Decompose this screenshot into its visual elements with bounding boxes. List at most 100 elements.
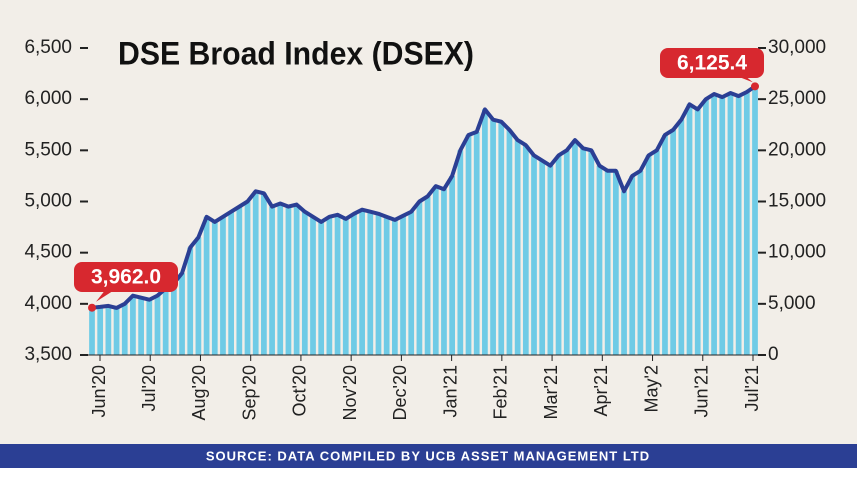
bar bbox=[441, 189, 447, 355]
callout bbox=[96, 289, 116, 302]
bar bbox=[596, 165, 603, 355]
y2-tick-label: 20,000 bbox=[768, 139, 826, 160]
bar bbox=[162, 288, 169, 355]
bar bbox=[203, 216, 210, 355]
bar bbox=[220, 216, 226, 355]
bar bbox=[105, 305, 112, 355]
bar bbox=[694, 109, 701, 356]
bar bbox=[539, 160, 546, 355]
bar bbox=[711, 94, 717, 356]
y2-tick-label: 10,000 bbox=[768, 242, 826, 263]
source-band bbox=[0, 444, 857, 468]
bar bbox=[391, 219, 398, 355]
y2-tick-label: 30,000 bbox=[768, 37, 826, 58]
bar bbox=[277, 203, 284, 355]
y2-tick-label: 25,000 bbox=[768, 88, 826, 109]
bar bbox=[490, 119, 496, 355]
bar bbox=[375, 213, 382, 355]
bar bbox=[285, 206, 292, 355]
bar bbox=[408, 211, 415, 355]
bar bbox=[416, 201, 423, 355]
y2-tick-label: 15,000 bbox=[768, 191, 826, 212]
bar bbox=[351, 213, 357, 355]
bar bbox=[432, 186, 439, 355]
bar bbox=[359, 209, 365, 355]
x-tick-label: Apr'21 bbox=[591, 365, 611, 416]
bar bbox=[531, 155, 537, 355]
bar bbox=[310, 216, 316, 355]
bar bbox=[195, 237, 202, 355]
y-tick-label: 6,500 bbox=[24, 37, 72, 58]
bar bbox=[334, 214, 341, 355]
bar bbox=[686, 104, 693, 356]
x-tick-label: Jan'21 bbox=[440, 365, 460, 417]
bar bbox=[293, 204, 300, 355]
bar bbox=[228, 211, 235, 355]
bar bbox=[629, 175, 636, 355]
x-tick-label: Jul'21 bbox=[742, 365, 762, 411]
endpoint bbox=[88, 303, 96, 312]
bar bbox=[121, 303, 128, 355]
bar bbox=[621, 191, 627, 355]
bar bbox=[563, 150, 570, 355]
bar bbox=[572, 140, 578, 355]
bar bbox=[113, 307, 120, 355]
bar bbox=[662, 134, 668, 355]
x-tick-label: Sep'20 bbox=[239, 365, 259, 421]
bar bbox=[506, 129, 513, 355]
bar bbox=[653, 150, 660, 355]
bar bbox=[130, 295, 136, 355]
bar bbox=[400, 215, 406, 355]
bar bbox=[457, 150, 464, 355]
x-tick-label: May'2 bbox=[641, 365, 661, 412]
bar bbox=[498, 121, 505, 356]
bar bbox=[719, 97, 726, 356]
x-tick-label: Mar'21 bbox=[541, 365, 561, 419]
bar bbox=[612, 170, 619, 355]
bar bbox=[89, 307, 95, 355]
x-tick-label: Oct'20 bbox=[290, 365, 310, 416]
bar bbox=[326, 216, 333, 355]
endpoint bbox=[751, 82, 759, 91]
y2-tick-label: 0 bbox=[768, 344, 779, 365]
bar bbox=[522, 145, 529, 355]
bar bbox=[449, 175, 456, 355]
y-tick-label: 6,000 bbox=[24, 88, 72, 109]
bar bbox=[588, 150, 595, 355]
bar bbox=[236, 206, 243, 355]
bar bbox=[170, 283, 177, 355]
bar bbox=[211, 221, 218, 355]
bar bbox=[318, 221, 325, 355]
bar bbox=[261, 193, 267, 355]
bar bbox=[482, 109, 488, 356]
y-tick-label: 5,500 bbox=[24, 139, 72, 160]
bar bbox=[244, 201, 251, 355]
bar bbox=[580, 148, 586, 355]
y-tick-label: 4,000 bbox=[24, 293, 72, 314]
x-tick-label: Jul'20 bbox=[139, 365, 159, 411]
callout bbox=[734, 75, 753, 83]
bar bbox=[367, 211, 374, 355]
bar bbox=[97, 306, 104, 355]
bar bbox=[342, 218, 349, 355]
bar bbox=[604, 170, 611, 355]
bar bbox=[743, 92, 750, 356]
bar bbox=[645, 155, 652, 355]
bar bbox=[555, 155, 562, 355]
chart-title: DSE Broad Index (DSEX) bbox=[118, 35, 474, 71]
x-tick-label: Jun'20 bbox=[89, 365, 109, 417]
source: SOURCE: DATA COMPILED BY UCB ASSET MANAG… bbox=[206, 448, 650, 463]
bar bbox=[187, 247, 194, 355]
bar bbox=[752, 86, 758, 355]
x-tick-label: Aug'20 bbox=[189, 365, 209, 421]
bar bbox=[670, 129, 677, 355]
bar bbox=[703, 99, 709, 356]
bar bbox=[547, 165, 554, 355]
bar bbox=[269, 206, 275, 355]
bar bbox=[301, 211, 308, 355]
y-tick-label: 4,500 bbox=[24, 242, 72, 263]
x-tick-label: Dec'20 bbox=[390, 365, 410, 420]
callout bbox=[660, 48, 764, 78]
bar bbox=[179, 273, 185, 355]
bar bbox=[252, 191, 259, 355]
